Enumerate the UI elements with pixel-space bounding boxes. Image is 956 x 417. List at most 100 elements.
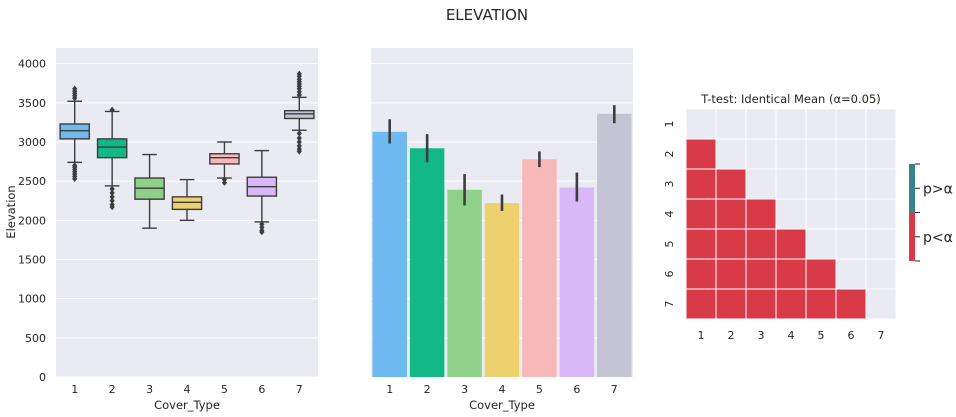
heatmap-cell: [805, 168, 837, 200]
heatmap-x-ticks: 1 2 3 4 5 6 7: [698, 329, 885, 342]
boxplot-x-label: Cover_Type: [154, 398, 220, 412]
heatmap-cell: [865, 258, 897, 290]
heatmap-colorbar: p>α p<α: [909, 163, 953, 262]
heatmap-cell: [715, 258, 747, 290]
bar: [447, 189, 482, 377]
outlier-point: [109, 189, 115, 197]
heatmap-cell: [715, 288, 747, 320]
ttest-heatmap-panel: T-test: Identical Mean (α=0.05) 1234567 …: [663, 92, 953, 342]
heatmap-cell: [805, 198, 837, 230]
heatmap-cell: [745, 108, 777, 140]
heatmap-cell: [745, 138, 777, 170]
x-tick-label: 6: [573, 383, 580, 396]
figure-title: ELEVATION: [446, 6, 528, 24]
outlier-point: [72, 85, 78, 92]
heatmap-cell: [805, 288, 837, 320]
heatmap-cell: [865, 288, 897, 320]
outlier-point: [109, 193, 115, 201]
heatmap-cell: [715, 168, 747, 200]
x-tick-label: 5: [536, 383, 543, 396]
bar: [597, 113, 632, 378]
heatmap-cell: [775, 288, 807, 320]
x-tick-label: 2: [109, 383, 116, 396]
heatmap-cell: [835, 138, 867, 170]
x-tick-label: 3: [146, 383, 153, 396]
box: [96, 138, 128, 159]
outlier-point: [296, 70, 302, 78]
y-tick-label: 1500: [18, 254, 46, 267]
heatmap-y-tick-label: 6: [663, 271, 676, 278]
barplot-x-ticks: 1 2 3 4 5 6 7: [386, 383, 618, 396]
heatmap-cell: [835, 288, 867, 320]
heatmap-cell: [805, 228, 837, 260]
heatmap-cell: [865, 108, 897, 140]
bar: [409, 148, 445, 377]
box: [283, 109, 315, 120]
outlier-point: [109, 203, 115, 211]
heatmap-cell: [685, 228, 717, 260]
heatmap-cells: [685, 108, 897, 320]
barplot-bars: [372, 105, 632, 378]
bar: [559, 187, 595, 377]
x-tick-label: 7: [296, 383, 303, 396]
heatmap-cell: [835, 108, 867, 140]
heatmap-y-tick-label: 7: [663, 301, 676, 308]
colorbar-label-lower: p<α: [923, 230, 953, 246]
heatmap-cell: [685, 198, 717, 230]
x-tick-label: 6: [258, 383, 265, 396]
heatmap-x-tick-label: 2: [728, 329, 735, 342]
bar: [372, 131, 407, 377]
outlier-point: [296, 130, 302, 137]
heatmap-cell: [745, 228, 777, 260]
boxplot-y-ticks: 0 500 1000 1500 2000 2500 3000 3500 4000: [18, 58, 46, 384]
outlier-point: [259, 228, 265, 236]
heatmap-cell: [775, 108, 807, 140]
y-tick-label: 3500: [18, 97, 46, 110]
heatmap-cell: [805, 108, 837, 140]
box: [171, 196, 203, 211]
heatmap-cell: [835, 258, 867, 290]
outlier-point: [109, 106, 115, 114]
heatmap-y-ticks: 1 2 3 4 5 6 7: [663, 121, 676, 308]
heatmap-cell: [805, 258, 837, 290]
heatmap-cell: [745, 168, 777, 200]
heatmap-title: T-test: Identical Mean (α=0.05): [700, 92, 881, 106]
outlier-point: [72, 175, 78, 183]
heatmap-cell: [775, 168, 807, 200]
heatmap-cell: [715, 108, 747, 140]
heatmap-cell: [865, 198, 897, 230]
x-tick-label: 3: [461, 383, 468, 396]
y-tick-label: 3000: [18, 136, 46, 149]
heatmap-cell: [685, 168, 717, 200]
x-tick-label: 7: [611, 383, 618, 396]
box: [209, 153, 240, 165]
y-tick-label: 0: [39, 371, 46, 384]
heatmap-cell: [745, 198, 777, 230]
heatmap-x-tick-label: 3: [758, 329, 765, 342]
heatmap-cell: [865, 228, 897, 260]
y-tick-label: 2500: [18, 175, 46, 188]
heatmap-y-tick-label: 4: [663, 211, 676, 218]
heatmap-x-tick-label: 6: [848, 329, 855, 342]
heatmap-cell: [865, 168, 897, 200]
boxplot-y-label: Elevation: [4, 185, 18, 238]
heatmap-cell: [715, 198, 747, 230]
box: [59, 123, 91, 140]
heatmap-cell: [685, 108, 717, 140]
barplot-panel: 1 2 3 4 5 6 7 Cover_Type: [371, 48, 633, 412]
colorbar-segment-upper: [909, 164, 915, 213]
y-tick-label: 2000: [18, 214, 46, 227]
y-tick-label: 1000: [18, 293, 46, 306]
heatmap-cell: [775, 258, 807, 290]
heatmap-cell: [685, 258, 717, 290]
x-tick-label: 5: [221, 383, 228, 396]
heatmap-cell: [865, 138, 897, 170]
heatmap-x-tick-label: 1: [698, 329, 705, 342]
bar: [484, 203, 520, 377]
x-tick-label: 1: [386, 383, 393, 396]
x-tick-label: 4: [184, 383, 191, 396]
outlier-point: [296, 148, 302, 155]
heatmap-cell: [805, 138, 837, 170]
outlier-point: [109, 197, 115, 204]
heatmap-cell: [835, 168, 867, 200]
